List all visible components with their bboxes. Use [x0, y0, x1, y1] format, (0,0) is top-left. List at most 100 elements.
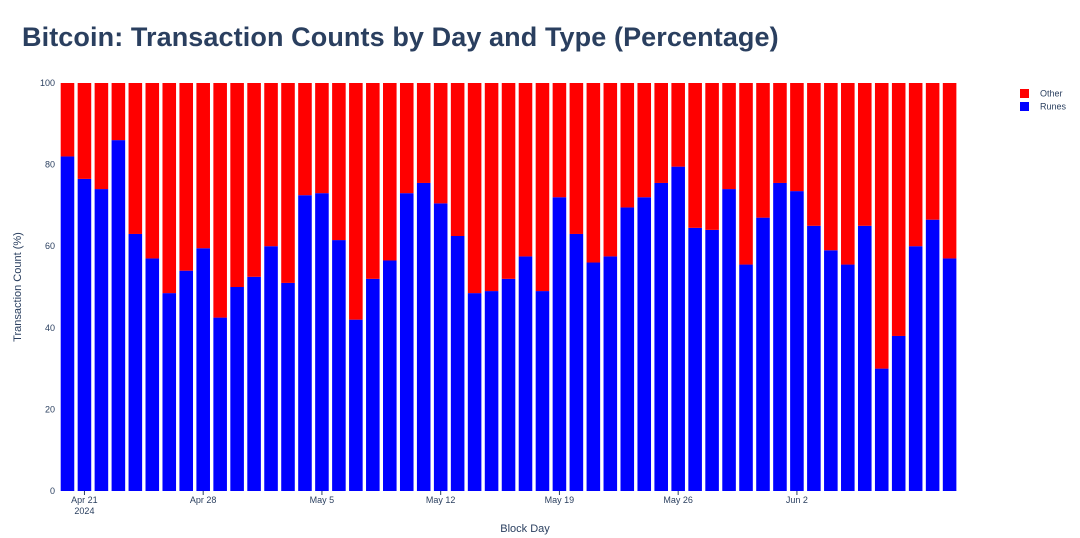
bar-other [60, 83, 75, 157]
bar-other [399, 83, 414, 194]
bar-runes [416, 182, 431, 491]
bar-runes [857, 225, 872, 492]
bar-runes [925, 219, 940, 491]
bar-runes [145, 258, 160, 491]
bar-runes [891, 335, 906, 491]
x-tick-label: Jun 2 [786, 495, 808, 505]
bar-other [925, 83, 940, 220]
legend-label-other[interactable]: Other [1040, 89, 1063, 99]
bar-runes [298, 195, 312, 491]
bar-runes [433, 203, 448, 492]
bar-other [773, 83, 787, 183]
bar-other [298, 83, 312, 196]
bar-other [111, 83, 126, 141]
bar-runes [399, 193, 414, 491]
y-tick-label: 100 [40, 78, 55, 88]
bar-other [230, 83, 244, 287]
bar-other [383, 83, 397, 261]
bar-runes [841, 264, 855, 491]
bar-runes [501, 278, 516, 491]
bar-other [942, 83, 957, 259]
bar-runes [111, 140, 126, 491]
bar-runes [637, 197, 652, 492]
bar-other [841, 83, 855, 265]
legend-swatch-other[interactable] [1020, 89, 1029, 98]
bar-runes [671, 166, 685, 491]
bar-runes [705, 229, 719, 491]
bar-other [857, 83, 872, 226]
x-tick-label: Apr 28 [190, 495, 217, 505]
x-axis-title: Block Day [500, 523, 550, 535]
bar-runes [874, 368, 889, 491]
bar-other [603, 83, 618, 257]
bar-runes [366, 278, 380, 491]
bar-other [654, 83, 668, 183]
bar-runes [94, 189, 109, 491]
bar-runes [807, 225, 821, 492]
bar-other [807, 83, 821, 226]
legend-swatch-runes[interactable] [1020, 102, 1029, 111]
bar-other [128, 83, 143, 234]
bar-runes [213, 317, 227, 491]
x-tick-label: May 26 [663, 495, 693, 505]
bar-other [213, 83, 227, 318]
bar-other [349, 83, 363, 320]
y-tick-label: 80 [45, 160, 55, 170]
bar-runes [60, 156, 75, 491]
bar-other [332, 83, 346, 241]
legend: Other Runes [1020, 89, 1067, 112]
bar-runes [264, 246, 278, 491]
bars-layer [60, 83, 957, 492]
bar-runes [773, 182, 787, 491]
bar-other [281, 83, 295, 283]
bar-runes [586, 262, 601, 491]
bar-other [535, 83, 550, 292]
bar-other [94, 83, 109, 190]
bar-runes [281, 282, 295, 491]
x-tick-sublabel: 2024 [74, 506, 94, 516]
legend-label-runes[interactable]: Runes [1040, 102, 1067, 112]
bar-other [501, 83, 516, 279]
x-tick-label: May 12 [426, 495, 456, 505]
y-tick-label: 60 [45, 241, 55, 251]
bar-other [145, 83, 160, 259]
bar-runes [569, 233, 584, 491]
bar-other [518, 83, 533, 257]
bar-other [756, 83, 770, 218]
bar-runes [349, 319, 363, 491]
bar-runes [654, 182, 668, 491]
bar-other [688, 83, 702, 228]
bar-other [264, 83, 278, 247]
y-axis: 0 20 40 60 80 100 [40, 78, 55, 496]
bar-runes [450, 236, 465, 491]
bar-other [366, 83, 380, 279]
y-axis-title: Transaction Count (%) [12, 232, 24, 342]
bar-other [433, 83, 448, 204]
bar-runes [790, 191, 804, 491]
bar-runes [332, 240, 346, 491]
bar-other [671, 83, 685, 167]
bar-other [722, 83, 736, 190]
bar-runes [128, 233, 143, 491]
x-tick-label: Apr 21 [71, 495, 98, 505]
bar-other [824, 83, 838, 251]
bar-runes [230, 287, 244, 491]
bar-other [179, 83, 194, 271]
y-tick-label: 20 [45, 404, 55, 414]
bar-other [908, 83, 923, 247]
bar-other [637, 83, 652, 198]
bar-other [739, 83, 753, 265]
bar-runes [552, 197, 567, 492]
bar-other [450, 83, 465, 236]
bar-runes [162, 293, 177, 491]
bar-other [790, 83, 804, 192]
bar-other [874, 83, 889, 369]
bar-runes [535, 291, 550, 491]
bar-other [891, 83, 906, 336]
bar-runes [179, 270, 194, 491]
bar-other [77, 83, 92, 179]
bar-other [705, 83, 719, 230]
bar-runes [942, 258, 957, 491]
bar-runes [315, 193, 329, 491]
